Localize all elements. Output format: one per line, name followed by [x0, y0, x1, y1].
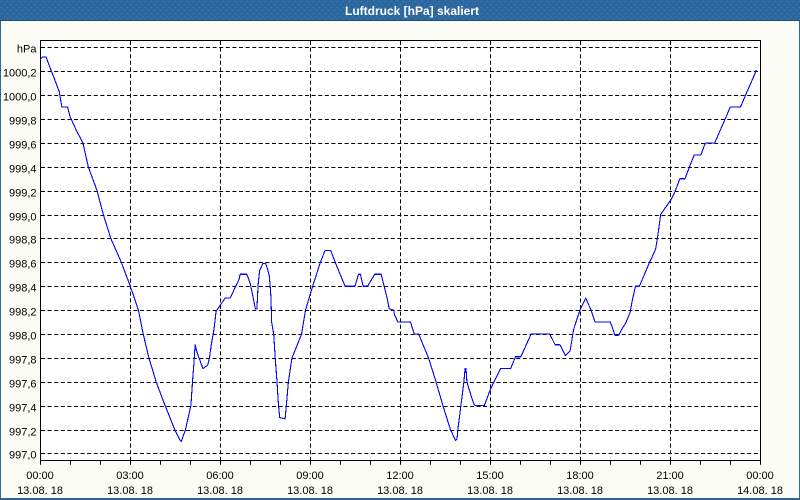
svg-text:999,2: 999,2 [9, 188, 37, 200]
svg-text:13.08. 18: 13.08. 18 [17, 485, 63, 497]
svg-text:12:00: 12:00 [386, 470, 414, 482]
svg-text:997,4: 997,4 [9, 403, 37, 415]
svg-text:13.08. 18: 13.08. 18 [377, 485, 423, 497]
svg-text:997,0: 997,0 [9, 450, 37, 462]
svg-text:03:00: 03:00 [116, 470, 144, 482]
svg-text:1000,0: 1000,0 [3, 92, 37, 104]
svg-text:997,2: 997,2 [9, 427, 37, 439]
svg-text:999,6: 999,6 [9, 140, 37, 152]
svg-text:00:00: 00:00 [26, 470, 54, 482]
svg-text:998,8: 998,8 [9, 235, 37, 247]
svg-text:18:00: 18:00 [566, 470, 594, 482]
svg-text:hPa: hPa [17, 44, 37, 56]
svg-text:00:00: 00:00 [746, 470, 774, 482]
svg-text:13.08. 18: 13.08. 18 [647, 485, 693, 497]
svg-text:997,6: 997,6 [9, 379, 37, 391]
svg-text:999,4: 999,4 [9, 164, 37, 176]
svg-text:997,8: 997,8 [9, 355, 37, 367]
svg-text:1000,2: 1000,2 [3, 68, 37, 80]
svg-text:09:00: 09:00 [296, 470, 324, 482]
svg-text:998,6: 998,6 [9, 259, 37, 271]
svg-text:13.08. 18: 13.08. 18 [287, 485, 333, 497]
svg-text:15:00: 15:00 [476, 470, 504, 482]
svg-text:998,4: 998,4 [9, 283, 37, 295]
svg-text:999,8: 999,8 [9, 116, 37, 128]
svg-text:13.08. 18: 13.08. 18 [467, 485, 513, 497]
svg-text:Luftdruck [hPa] skaliert: Luftdruck [hPa] skaliert [345, 4, 479, 18]
svg-text:21:00: 21:00 [656, 470, 684, 482]
svg-text:13.08. 18: 13.08. 18 [557, 485, 603, 497]
svg-text:14.08. 18: 14.08. 18 [737, 485, 783, 497]
svg-text:06:00: 06:00 [206, 470, 234, 482]
svg-text:999,0: 999,0 [9, 212, 37, 224]
svg-text:998,2: 998,2 [9, 307, 37, 319]
svg-text:13.08. 18: 13.08. 18 [197, 485, 243, 497]
svg-text:13.08. 18: 13.08. 18 [107, 485, 153, 497]
svg-text:998,0: 998,0 [9, 331, 37, 343]
